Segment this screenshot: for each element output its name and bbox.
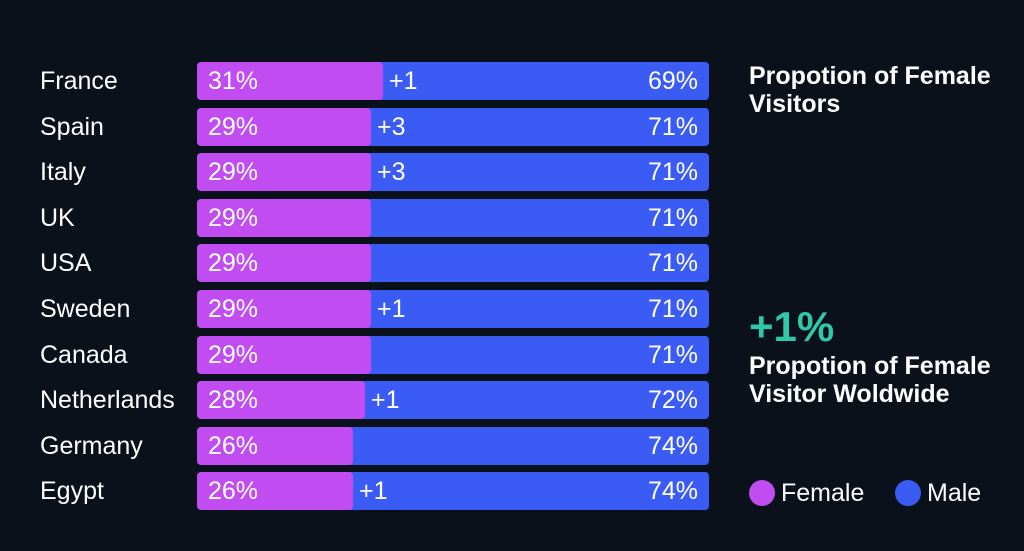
bar-female-segment: [197, 153, 371, 191]
change-label: +1: [359, 477, 388, 505]
bar-female-segment: [197, 472, 353, 510]
male-value-label: 71%: [647, 295, 698, 323]
chart-title: Propotion of Female Visitors: [749, 62, 991, 118]
bar-row: 29% 71%: [197, 336, 709, 374]
bar-female-segment: [197, 427, 353, 465]
category-label: Germany: [40, 432, 143, 460]
change-label: +1: [371, 386, 400, 414]
male-swatch-icon: [895, 480, 921, 506]
change-label: +3: [377, 158, 406, 186]
change-label: +1: [389, 67, 418, 95]
bar-female-segment: [197, 290, 371, 328]
change-label: +1: [377, 295, 406, 323]
bar-row: 31% 69% +1: [197, 62, 709, 100]
male-value-label: 74%: [647, 477, 698, 505]
male-value-label: 71%: [647, 113, 698, 141]
bar-female-segment: [197, 108, 371, 146]
category-label: Spain: [40, 113, 104, 141]
kpi-description: Propotion of Female Visitor Woldwide: [749, 352, 991, 408]
female-value-label: 29%: [208, 113, 259, 141]
female-swatch-icon: [749, 480, 775, 506]
bar-row: 26% 74%: [197, 427, 709, 465]
stacked-bar-chart: France 31% 69% +1 Spain 29% 71% +3 Italy 29% 71% +3…: [40, 62, 709, 510]
category-label: Egypt: [40, 477, 104, 505]
male-value-label: 69%: [647, 67, 698, 95]
category-label: UK: [40, 204, 75, 232]
bar-female-segment: [197, 62, 383, 100]
bar-female-segment: [197, 199, 371, 237]
bar-row: 29% 71% +3: [197, 153, 709, 191]
female-value-label: 29%: [208, 158, 259, 186]
male-value-label: 71%: [647, 204, 698, 232]
bar-row: 28% 72% +1: [197, 381, 709, 419]
male-value-label: 71%: [647, 249, 698, 277]
category-label: Italy: [40, 158, 86, 186]
bar-row: 29% 71%: [197, 199, 709, 237]
legend-female-label: Female: [781, 479, 865, 507]
change-label: +3: [377, 113, 406, 141]
male-value-label: 71%: [647, 341, 698, 369]
kpi-value: +1%: [749, 303, 835, 350]
female-value-label: 29%: [208, 204, 259, 232]
bar-row: 26% 74% +1: [197, 472, 709, 510]
female-value-label: 26%: [208, 432, 259, 460]
female-value-label: 29%: [208, 249, 259, 277]
bar-female-segment: [197, 244, 371, 282]
bar-female-segment: [197, 336, 371, 374]
female-value-label: 29%: [208, 341, 259, 369]
legend-male-label: Male: [927, 479, 982, 507]
female-value-label: 28%: [208, 386, 259, 414]
category-label: Canada: [40, 341, 128, 369]
bar-row: 29% 71%: [197, 244, 709, 282]
bar-row: 29% 71% +3: [197, 108, 709, 146]
male-value-label: 72%: [647, 386, 698, 414]
category-label: USA: [40, 249, 92, 277]
bar-row: 29% 71% +1: [197, 290, 709, 328]
category-label: France: [40, 67, 118, 95]
male-value-label: 71%: [647, 158, 698, 186]
category-label: Sweden: [40, 295, 131, 323]
legend-female: Female: [749, 478, 864, 508]
male-value-label: 74%: [647, 432, 698, 460]
female-value-label: 29%: [208, 295, 259, 323]
female-value-label: 26%: [208, 477, 259, 505]
female-value-label: 31%: [208, 67, 259, 95]
bar-female-segment: [197, 381, 365, 419]
category-label: Netherlands: [40, 386, 175, 414]
legend-male: Male: [895, 478, 981, 508]
